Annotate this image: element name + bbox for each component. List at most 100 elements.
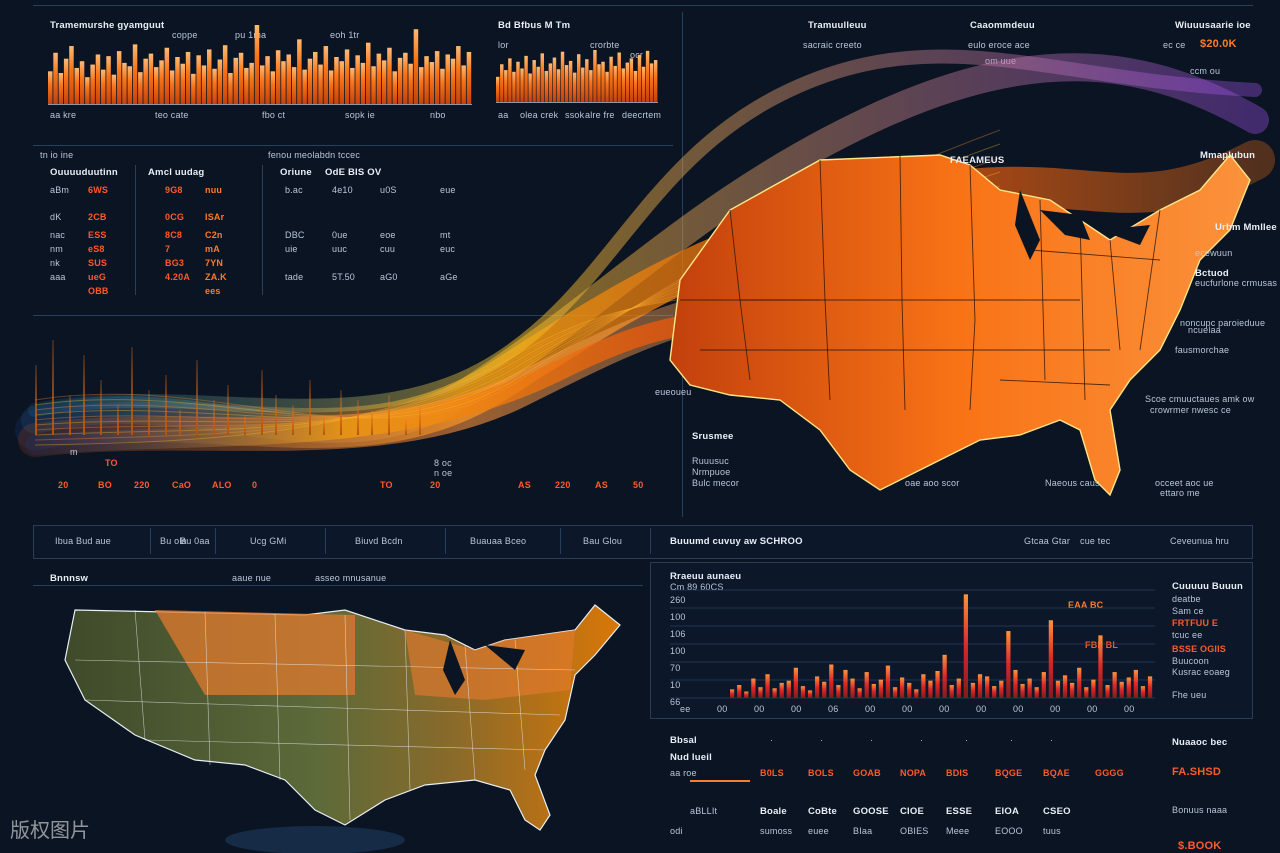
top-left-bar: [466, 51, 472, 105]
map-label: ettaro me: [1160, 488, 1200, 498]
top-left-bar: [111, 74, 117, 105]
spectrum-annotation: n oe: [434, 468, 453, 478]
map-label: FAEAMEUS: [950, 155, 1005, 166]
table-cell: nm: [50, 244, 63, 254]
top-mid-bar: [577, 54, 581, 102]
top-mid-bar: [633, 70, 638, 102]
y-tick: 66: [670, 697, 681, 707]
spectrum-tick: AS: [595, 480, 608, 490]
map-border: [969, 164, 976, 321]
map-border: [1139, 209, 1161, 351]
top-left-chart-tag: eoh 1tr: [330, 30, 360, 40]
bottom-map-tag: aaue nue: [232, 573, 272, 583]
us-map-terrain: [64, 604, 621, 853]
top-left-bar: [101, 69, 106, 105]
bar: [836, 685, 841, 698]
top-left-bar: [63, 58, 69, 105]
top-left-bar: [228, 73, 233, 105]
top-left-bar: [53, 52, 58, 105]
map-border: [464, 644, 476, 781]
table-cell: 5T.50: [332, 272, 356, 282]
bar: [1055, 680, 1061, 698]
map-border: [144, 739, 546, 751]
top-left-bar: [180, 63, 186, 105]
status-right-item: Ceveunua hru: [1170, 536, 1229, 546]
spectrum-tick: CaO: [172, 480, 192, 490]
stat-col-title: Wiuuusaarie ioe: [1175, 20, 1251, 31]
spectrum-bar: [371, 410, 373, 435]
top-left-bar: [74, 67, 80, 105]
top-left-bar: [58, 73, 64, 105]
map-country-shape: [669, 153, 1251, 497]
bar: [843, 669, 848, 698]
top-mid-chart-tick: ssok: [565, 110, 585, 120]
table-cell: aaa: [50, 272, 66, 282]
y-tick: 10: [670, 680, 681, 690]
map-label: oae aoo scor: [905, 478, 960, 488]
y-tick: 100: [670, 612, 686, 622]
top-left-bar: [233, 57, 239, 105]
top-mid-chart-tick: alre fre: [585, 110, 615, 120]
spectrum-bar: [292, 405, 294, 435]
top-mid-bar: [544, 70, 549, 102]
stat-col-value: $20.0K: [1200, 38, 1237, 50]
top-mid-bar: [520, 68, 524, 102]
top-left-chart-tag: coppe: [172, 30, 198, 40]
bar: [1140, 686, 1146, 698]
bar: [765, 674, 770, 698]
top-left-bar: [323, 46, 329, 105]
top-left-chart-title: Tramemurshe gyamguut: [50, 20, 165, 31]
bar-chart-title: Rraeuu aunaeu: [670, 571, 742, 582]
bottom-right-sub: Bonuus naaa: [1172, 805, 1228, 815]
bar: [1133, 669, 1138, 698]
map-lake: [1100, 225, 1150, 245]
x-tick: 00: [1124, 704, 1135, 714]
table-cell: mt: [440, 230, 451, 240]
us-map-main: [669, 153, 1251, 497]
map-border: [901, 299, 906, 411]
bar: [914, 689, 919, 698]
top-left-bar: [413, 29, 419, 105]
bottom-table-cell: B0LS: [760, 768, 784, 778]
top-mid-bar: [548, 63, 553, 102]
bar: [1126, 677, 1131, 698]
top-mid-bar: [556, 69, 561, 102]
bottom-table-cell: BDIS: [946, 768, 969, 778]
top-mid-chart-tag: crorbte: [590, 40, 620, 50]
legend-item: deatbe: [1172, 594, 1201, 604]
top-left-bar: [154, 67, 159, 105]
table-cell: 2CB: [88, 212, 107, 222]
bottom-table-cell: BIaa: [853, 826, 873, 836]
bottom-table-cell: BQAE: [1043, 768, 1070, 778]
bottom-right-value: FA.SHSD: [1172, 766, 1222, 778]
top-mid-bar: [564, 65, 569, 102]
status-right-item: cue tec: [1080, 536, 1111, 546]
map-label: Bulc mecor: [692, 478, 740, 488]
bar: [985, 676, 990, 698]
spectrum-bar: [275, 395, 277, 435]
spectrum-bar: [69, 395, 71, 435]
stat-col-sub: sacraic creeto: [803, 40, 862, 50]
legend-item: Kusrac eoaeg: [1172, 667, 1230, 677]
map-label: noncupc paroieduue: [1180, 318, 1266, 328]
bar: [822, 681, 827, 698]
bottom-table-cell: Boale: [760, 806, 787, 817]
top-left-bar: [249, 62, 254, 105]
bar: [885, 665, 891, 698]
top-left-bar: [387, 47, 392, 105]
table-cell: tade: [285, 272, 304, 282]
top-left-bar: [339, 61, 345, 105]
bar: [807, 690, 813, 698]
bar: [1070, 682, 1075, 698]
tick-dot: ·: [1050, 735, 1054, 745]
bar: [1034, 687, 1039, 698]
table-cell: SUS: [88, 258, 108, 268]
top-mid-bar: [532, 60, 536, 102]
map-lake: [1040, 210, 1090, 240]
top-left-bar: [429, 62, 435, 105]
top-left-bar: [238, 52, 244, 105]
map-border: [134, 609, 146, 741]
map-lake: [1015, 190, 1040, 260]
bottom-table-cell: GGGG: [1095, 768, 1124, 778]
top-left-bar: [461, 65, 466, 105]
